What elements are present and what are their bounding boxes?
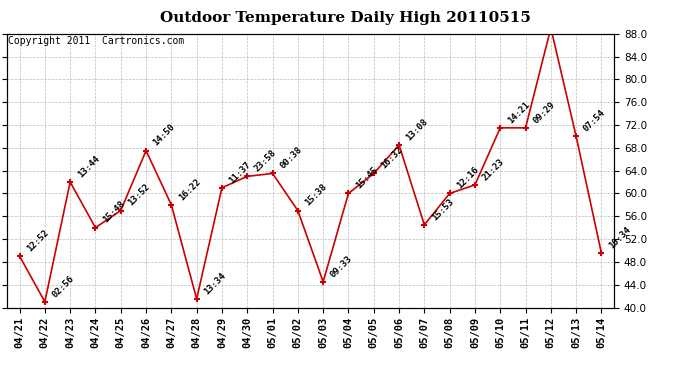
- Text: 15:34: 15:34: [0, 374, 1, 375]
- Text: 15:48: 15:48: [101, 200, 126, 225]
- Text: 13:52: 13:52: [126, 182, 152, 208]
- Text: 00:38: 00:38: [278, 146, 304, 171]
- Text: 12:52: 12:52: [25, 228, 50, 254]
- Text: 15:38: 15:38: [304, 182, 328, 208]
- Text: 13:34: 13:34: [202, 271, 228, 296]
- Text: 09:29: 09:29: [531, 100, 556, 125]
- Text: 12:16: 12:16: [455, 165, 480, 190]
- Text: 10:34: 10:34: [607, 225, 632, 251]
- Text: Copyright 2011  Cartronics.com: Copyright 2011 Cartronics.com: [8, 36, 184, 46]
- Text: 07:54: 07:54: [582, 108, 607, 134]
- Text: 02:56: 02:56: [50, 274, 76, 299]
- Text: 16:22: 16:22: [177, 177, 202, 202]
- Text: 13:08: 13:08: [404, 117, 430, 142]
- Text: 09:33: 09:33: [328, 254, 354, 279]
- Text: 23:58: 23:58: [253, 148, 278, 174]
- Text: 15:45: 15:45: [354, 165, 380, 190]
- Text: 16:32: 16:32: [380, 146, 404, 171]
- Text: 21:23: 21:23: [480, 157, 506, 182]
- Text: 13:44: 13:44: [76, 154, 101, 179]
- Text: 14:50: 14:50: [152, 123, 177, 148]
- Text: 15:53: 15:53: [430, 196, 455, 222]
- Text: 11:37: 11:37: [228, 160, 253, 185]
- Text: Outdoor Temperature Daily High 20110515: Outdoor Temperature Daily High 20110515: [159, 11, 531, 25]
- Text: 14:21: 14:21: [506, 100, 531, 125]
